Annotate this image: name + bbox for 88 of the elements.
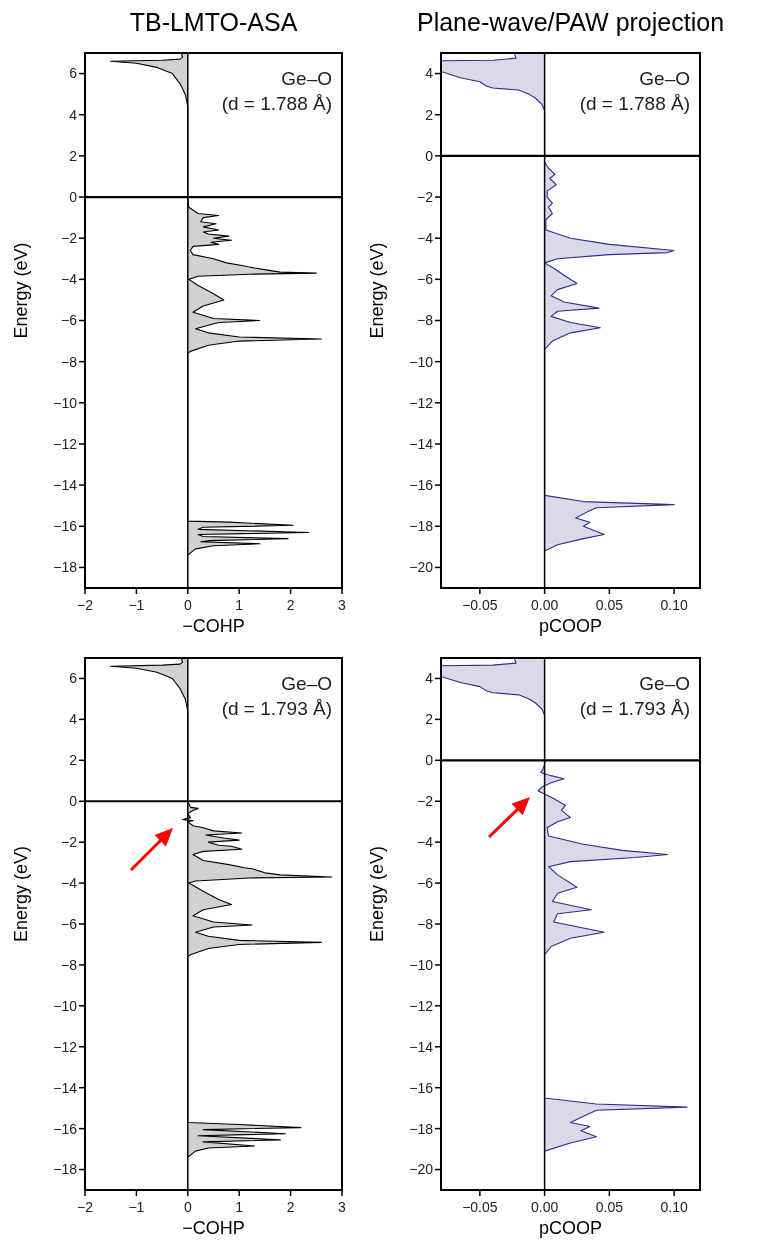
x-tick-label: −0.05: [462, 597, 498, 613]
x-tick-label: −1: [128, 1199, 145, 1215]
x-axis-title: −COHP: [182, 616, 245, 636]
y-tick-label: 2: [425, 106, 434, 123]
annotation: (d = 1.793 Å): [579, 698, 690, 719]
y-tick-label: 2: [69, 147, 78, 164]
y-tick-label: −4: [417, 834, 434, 851]
y-tick-label: −6: [61, 915, 78, 932]
y-tick-label: −6: [61, 312, 78, 329]
y-tick-label: 6: [69, 65, 78, 82]
y-axis-title: Energy (eV): [11, 845, 31, 943]
annotation: Ge–O: [639, 673, 690, 694]
x-tick-label: 0.05: [595, 1199, 624, 1215]
y-axis-title: Energy (eV): [367, 845, 387, 943]
y-tick-label: −2: [61, 834, 78, 851]
y-tick-label: −14: [53, 1079, 78, 1096]
y-tick-label: −8: [417, 312, 434, 329]
y-tick-label: −16: [53, 1120, 78, 1137]
x-tick-label: 3: [338, 1199, 347, 1215]
y-tick-label: −18: [53, 559, 78, 576]
y-tick-label: −6: [417, 874, 434, 891]
x-tick-label: 0.10: [660, 1199, 688, 1215]
y-tick-label: 2: [69, 752, 78, 769]
y-tick-label: −20: [409, 559, 434, 576]
y-tick-label: −8: [61, 353, 78, 370]
y-tick-label: −2: [417, 793, 434, 810]
x-tick-label: 3: [338, 597, 347, 613]
y-tick-label: −8: [417, 915, 434, 932]
x-tick-label: 1: [235, 597, 244, 613]
x-tick-label: 2: [286, 597, 295, 613]
y-axis-title: Energy (eV): [367, 242, 387, 339]
y-tick-label: 0: [69, 793, 78, 810]
x-tick-label: 0: [183, 597, 192, 613]
x-tick-label: −0.05: [462, 1199, 498, 1215]
y-tick-label: 0: [425, 752, 434, 769]
annotation: (d = 1.788 Å): [579, 93, 690, 114]
y-tick-label: −4: [61, 874, 78, 891]
annotation: (d = 1.788 Å): [221, 93, 332, 114]
x-tick-label: 0.05: [595, 597, 624, 613]
chart-title: Plane-wave/PAW projection: [416, 8, 725, 36]
annotation: Ge–O: [281, 68, 332, 89]
y-tick-label: −18: [53, 1161, 78, 1178]
y-tick-label: −12: [53, 1038, 78, 1055]
y-tick-label: −8: [61, 956, 78, 973]
y-axis-title: Energy (eV): [11, 242, 31, 339]
y-tick-label: −10: [409, 353, 434, 370]
y-tick-label: 0: [425, 147, 434, 164]
y-tick-label: −4: [61, 271, 78, 288]
y-tick-label: −12: [409, 997, 434, 1014]
y-tick-label: −20: [409, 1161, 434, 1178]
annotation: Ge–O: [639, 68, 690, 89]
y-tick-label: 4: [69, 711, 78, 728]
annotation: (d = 1.793 Å): [221, 698, 332, 719]
y-tick-label: −18: [409, 518, 434, 535]
y-tick-label: −18: [409, 1120, 434, 1137]
y-tick-label: −14: [409, 435, 434, 452]
y-tick-label: 4: [69, 106, 78, 123]
chart-title: TB-LMTO-ASA: [129, 8, 298, 36]
y-tick-label: −16: [409, 477, 434, 494]
y-tick-label: 4: [425, 65, 434, 82]
x-tick-label: 0: [183, 1199, 192, 1215]
y-tick-label: −10: [409, 956, 434, 973]
y-tick-label: −16: [409, 1079, 434, 1096]
y-tick-label: −12: [409, 394, 434, 411]
annotation: Ge–O: [281, 673, 332, 694]
y-tick-label: 6: [69, 670, 78, 687]
y-tick-label: −14: [409, 1038, 434, 1055]
x-tick-label: −1: [128, 597, 145, 613]
x-tick-label: 2: [286, 1199, 295, 1215]
y-tick-label: 4: [425, 670, 434, 687]
y-tick-label: 2: [425, 711, 434, 728]
x-tick-label: 0.00: [530, 597, 559, 613]
y-tick-label: −6: [417, 271, 434, 288]
y-tick-label: −12: [53, 435, 78, 452]
y-tick-label: −16: [53, 518, 78, 535]
y-tick-label: −14: [53, 477, 78, 494]
x-tick-label: 1: [235, 1199, 244, 1215]
y-tick-label: −10: [53, 997, 78, 1014]
y-tick-label: −2: [417, 188, 434, 205]
y-tick-label: −2: [61, 230, 78, 247]
y-tick-label: −4: [417, 230, 434, 247]
x-axis-title: pCOOP: [538, 616, 603, 636]
x-tick-label: 0.10: [660, 597, 688, 613]
y-tick-label: 0: [69, 188, 78, 205]
x-axis-title: pCOOP: [538, 1218, 603, 1238]
x-tick-label: 0.00: [530, 1199, 559, 1215]
x-axis-title: −COHP: [182, 1218, 245, 1238]
y-tick-label: −10: [53, 394, 78, 411]
